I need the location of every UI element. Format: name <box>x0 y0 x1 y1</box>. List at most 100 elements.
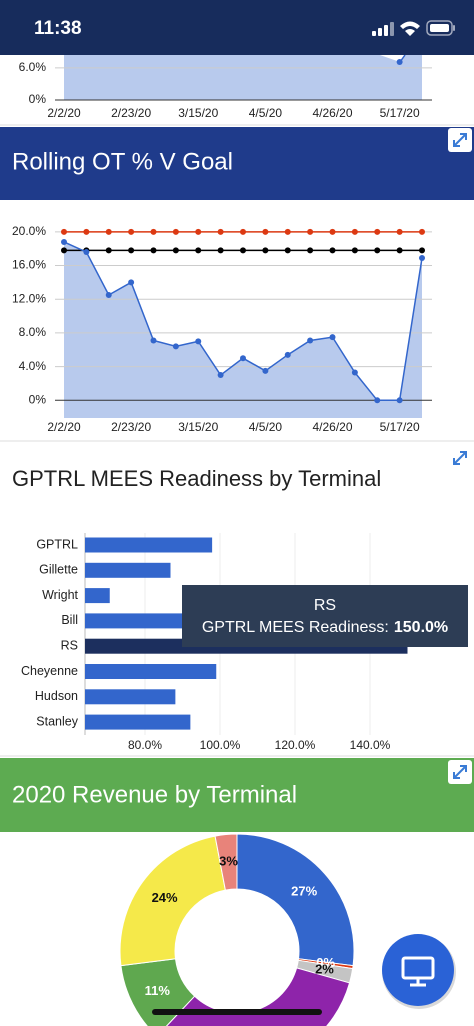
x-tick-label: 4/5/20 <box>249 106 283 120</box>
point <box>105 247 112 254</box>
y-tick-label: 16.0% <box>12 258 46 272</box>
tooltip-box <box>182 585 468 647</box>
tooltip-series: GPTRL MEES Readiness: <box>202 619 389 636</box>
point <box>329 334 336 341</box>
point <box>217 228 224 235</box>
point <box>284 351 291 358</box>
category-label: Cheyenne <box>21 664 78 678</box>
point <box>374 228 381 235</box>
point <box>307 247 314 254</box>
point <box>195 247 202 254</box>
point <box>351 369 358 376</box>
point <box>105 228 112 235</box>
category-label: Hudson <box>35 689 78 703</box>
point <box>172 247 179 254</box>
point <box>351 228 358 235</box>
x-tick-label: 100.0% <box>200 738 241 752</box>
overlay: RS GPTRL MEES Readiness: 150.0% <box>152 585 468 1015</box>
point <box>351 247 358 254</box>
slice-label: 24% <box>152 890 178 905</box>
home-indicator <box>152 1009 322 1015</box>
slice <box>236 833 355 967</box>
x-tick-label: 80.0% <box>128 738 162 752</box>
slice-label: 0% <box>316 955 335 970</box>
category-label: Bill <box>61 613 78 627</box>
point <box>217 247 224 254</box>
slice <box>214 833 238 891</box>
point <box>262 367 269 374</box>
point <box>150 337 157 344</box>
x-tick-label: 5/17/20 <box>380 106 420 120</box>
x-tick-label: 120.0% <box>275 738 316 752</box>
x-tick-label: 5/17/20 <box>380 420 420 434</box>
y-tick-label: 0% <box>29 392 47 406</box>
point <box>329 247 336 254</box>
point <box>262 247 269 254</box>
area <box>64 241 422 418</box>
expand-button[interactable] <box>448 128 472 152</box>
category-label: Wright <box>42 588 78 602</box>
slice-label: 2% <box>315 961 334 976</box>
point <box>240 247 246 254</box>
point <box>396 228 403 235</box>
bar <box>85 689 176 705</box>
tooltip: RS GPTRL MEES Readiness: 150.0% <box>182 585 468 647</box>
x-tick-label: 140.0% <box>350 738 391 752</box>
point <box>374 247 381 254</box>
bar <box>85 613 202 629</box>
x-tick-label: 4/26/20 <box>312 106 352 120</box>
x-tick-label: 2/23/20 <box>111 106 151 120</box>
x-tick-label: 3/15/20 <box>178 420 218 434</box>
point <box>172 343 179 350</box>
bar <box>85 714 191 730</box>
x-tick-label: 2/2/20 <box>47 420 81 434</box>
point <box>172 228 179 235</box>
point <box>419 228 425 235</box>
point <box>61 238 67 245</box>
fab-circle <box>382 934 454 1006</box>
point <box>195 338 202 345</box>
x-tick-label: 3/15/20 <box>178 106 218 120</box>
card-header <box>0 127 474 200</box>
bar <box>85 664 217 679</box>
point <box>240 228 246 235</box>
status-icons <box>372 20 455 36</box>
y-tick-label: 12.0% <box>12 291 46 305</box>
point <box>329 228 336 235</box>
y-tick-label: 0% <box>29 92 47 106</box>
y-tick-label: 20.0% <box>12 224 46 238</box>
bar <box>85 562 171 578</box>
category-label: Stanley <box>36 714 78 728</box>
fab-icon <box>410 979 426 987</box>
category-label: RS <box>61 638 78 652</box>
point <box>307 228 314 235</box>
bar <box>85 588 110 604</box>
status-bar <box>0 0 474 55</box>
expand-button[interactable] <box>453 451 467 465</box>
slice <box>119 835 226 967</box>
x-tick-label: 2/23/20 <box>111 420 151 434</box>
point <box>150 228 157 235</box>
slice-label: 27% <box>291 883 317 898</box>
point <box>284 247 291 254</box>
point <box>396 247 403 254</box>
point <box>284 228 291 235</box>
category-label: Gillette <box>39 563 78 577</box>
point <box>262 228 269 235</box>
status-time: 11:38 <box>34 18 82 39</box>
y-tick-label: 8.0% <box>19 325 47 339</box>
point <box>128 228 135 235</box>
fab-button[interactable] <box>382 934 456 1009</box>
tooltip-line: GPTRL MEES Readiness: 150.0% <box>202 619 448 636</box>
point <box>374 397 381 404</box>
category-label: GPTRL <box>36 537 78 551</box>
y-tick-label: 4.0% <box>19 359 47 373</box>
slice-label: 3% <box>219 853 238 868</box>
card-title: GPTRL MEES Readiness by Terminal <box>12 466 381 491</box>
point <box>150 247 157 254</box>
tooltip-value: 150.0% <box>394 619 448 636</box>
point <box>419 247 425 254</box>
expand-button[interactable] <box>448 760 472 784</box>
